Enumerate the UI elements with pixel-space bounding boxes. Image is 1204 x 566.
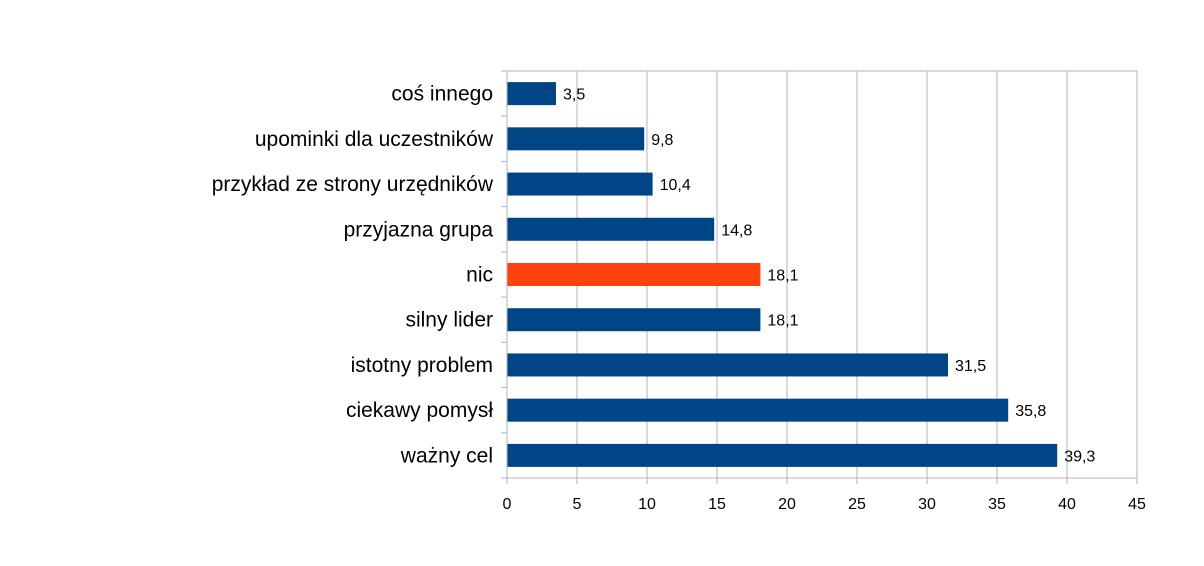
- category-label: przykład ze strony urzędników: [212, 173, 494, 196]
- x-tick-label: 10: [638, 496, 656, 513]
- category-label: ważny cel: [400, 444, 493, 467]
- value-label: 18,1: [767, 313, 798, 330]
- value-label: 31,5: [955, 358, 986, 375]
- x-tick-label: 30: [918, 496, 936, 513]
- category-label: upominki dla uczestników: [255, 128, 494, 151]
- bar: [507, 398, 1009, 422]
- bar: [507, 308, 761, 332]
- value-label: 3,5: [563, 87, 585, 104]
- value-label: 39,3: [1064, 448, 1095, 465]
- category-label: nic: [466, 264, 493, 287]
- value-label: 10,4: [660, 177, 691, 194]
- x-tick-label: 5: [573, 496, 582, 513]
- value-label: 35,8: [1015, 403, 1046, 420]
- category-label: coś innego: [391, 83, 493, 106]
- value-label: 9,8: [651, 132, 673, 149]
- bar: [507, 82, 556, 106]
- bar: [507, 443, 1058, 467]
- category-label: istotny problem: [351, 354, 493, 377]
- value-label: 14,8: [721, 222, 752, 239]
- x-tick-label: 20: [778, 496, 796, 513]
- bars: [507, 82, 1058, 467]
- category-label: ciekawy pomysł: [346, 399, 493, 422]
- x-tick-label: 45: [1128, 496, 1146, 513]
- x-tick-label: 25: [848, 496, 866, 513]
- bar: [507, 263, 761, 286]
- x-tick-label: 0: [503, 496, 512, 513]
- bar: [507, 172, 653, 196]
- axes: [501, 70, 1138, 484]
- bar: [507, 353, 948, 377]
- labels: 0 5 10 15 20 25 30 35 40 45 coś innego 3,5 upominki …: [212, 83, 1146, 513]
- x-tick-label: 40: [1058, 496, 1076, 513]
- category-label: silny lider: [405, 309, 493, 332]
- bar: [507, 217, 715, 241]
- category-label: przyjazna grupa: [344, 218, 494, 241]
- x-tick-label: 15: [708, 496, 726, 513]
- value-label: 18,1: [767, 268, 798, 285]
- x-tick-label: 35: [988, 496, 1006, 513]
- bar: [507, 127, 645, 151]
